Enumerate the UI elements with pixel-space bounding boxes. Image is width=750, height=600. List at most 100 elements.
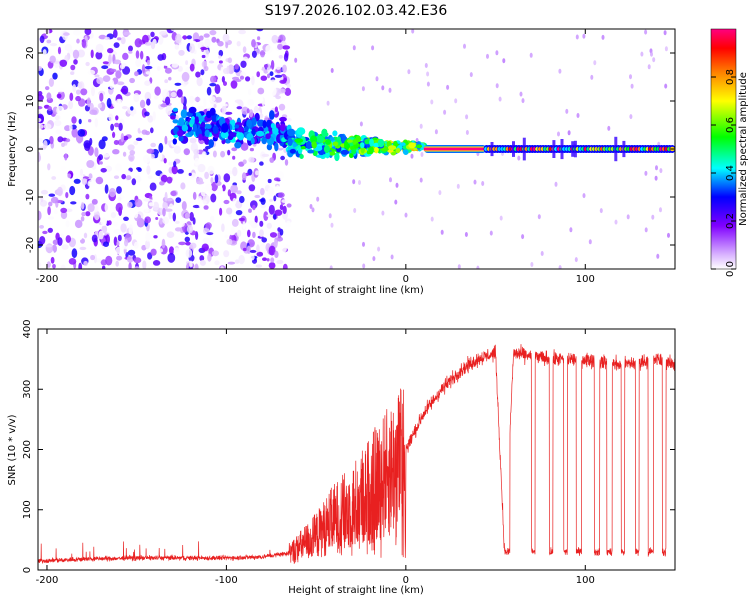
noise-blob (434, 129, 438, 135)
noise-blob (353, 208, 357, 213)
noise-blob (275, 185, 280, 193)
noise-blob (236, 229, 242, 237)
x-tick-label: -200 (36, 575, 59, 586)
noise-blob (486, 53, 489, 59)
band-blob (374, 146, 379, 154)
noise-blob (113, 175, 120, 179)
noise-blob (47, 206, 51, 216)
band-blob (209, 107, 216, 116)
band-blob (220, 131, 229, 139)
noise-blob (209, 83, 217, 87)
noise-blob (47, 163, 51, 171)
noise-blob (144, 111, 150, 117)
noise-blob (162, 216, 169, 225)
noise-blob (42, 49, 47, 57)
noise-blob (131, 178, 137, 186)
noise-blob (113, 42, 120, 48)
noise-blob (142, 260, 147, 269)
noise-blob (266, 201, 270, 207)
noise-blob (275, 95, 281, 100)
x-tick-label: -200 (36, 274, 59, 285)
noise-blob (99, 92, 104, 102)
noise-blob (70, 64, 76, 71)
band-blob (172, 138, 177, 145)
noise-blob (223, 199, 230, 205)
noise-blob (328, 213, 332, 219)
noise-blob (197, 105, 205, 112)
noise-blob (93, 210, 100, 221)
colorbar-tick-label: 0.8 (725, 69, 736, 85)
noise-blob (465, 114, 469, 120)
noise-blob (150, 127, 154, 134)
noise-blob (372, 256, 376, 262)
noise-blob (157, 35, 164, 45)
noise-blob (601, 34, 605, 40)
noise-blob (76, 38, 80, 44)
noise-blob (256, 244, 260, 253)
noise-blob (69, 123, 73, 132)
noise-blob (71, 128, 78, 138)
noise-blob (263, 64, 269, 68)
noise-blob (166, 176, 173, 184)
noise-blob (161, 238, 166, 249)
noise-blob (146, 165, 151, 175)
noise-blob (575, 34, 579, 40)
noise-blob (227, 149, 231, 156)
noise-blob (108, 187, 116, 198)
noise-blob (128, 50, 133, 54)
noise-blob (629, 114, 633, 120)
noise-blob (205, 222, 212, 229)
noise-blob (127, 249, 136, 256)
band-blob (188, 106, 197, 114)
noise-blob (65, 220, 70, 228)
noise-blob (113, 29, 118, 38)
band-blob (395, 147, 401, 154)
noise-blob (262, 257, 267, 262)
noise-blob (286, 203, 292, 208)
noise-blob (144, 216, 151, 224)
carrier-line-core (423, 147, 487, 151)
noise-blob (170, 190, 177, 197)
noise-blob (203, 205, 209, 210)
noise-blob (270, 79, 277, 84)
noise-blob (104, 184, 109, 194)
noise-blob (46, 39, 52, 44)
noise-blob (250, 200, 258, 209)
noise-blob (241, 106, 249, 115)
noise-blob (109, 79, 115, 90)
noise-blob (57, 87, 65, 93)
noise-blob (185, 248, 193, 258)
colorbar-ticks: 0.0 0.2 0.4 0.6 0.8 (711, 69, 736, 277)
noise-blob (38, 94, 44, 101)
noise-blob (238, 217, 245, 222)
noise-blob (274, 74, 283, 78)
noise-blob (116, 240, 120, 247)
noise-blob (268, 262, 276, 269)
noise-blob (160, 174, 168, 183)
noise-blob (316, 196, 320, 202)
noise-blob (140, 50, 144, 60)
noise-blob (210, 75, 217, 83)
noise-blob (247, 100, 255, 106)
noise-blob (226, 238, 233, 245)
noise-blob (51, 176, 57, 180)
snr-x-label: Height of straight line (km) (288, 585, 424, 596)
noise-blob (78, 262, 83, 269)
noise-blob (171, 62, 179, 68)
noise-blob (558, 265, 562, 269)
noise-blob (248, 156, 255, 163)
noise-blob (454, 98, 458, 104)
noise-blob (667, 232, 670, 238)
noise-blob (251, 50, 257, 58)
noise-blob (101, 65, 109, 70)
noise-blob (286, 117, 292, 122)
noise-blob (644, 170, 648, 176)
noise-blob (164, 79, 169, 84)
noise-blob (91, 86, 95, 97)
noise-blob (38, 137, 43, 143)
noise-blob (440, 229, 444, 235)
band-blob (180, 109, 188, 119)
noise-blob (82, 178, 88, 186)
noise-blob (97, 103, 102, 109)
noise-blob (230, 80, 238, 89)
